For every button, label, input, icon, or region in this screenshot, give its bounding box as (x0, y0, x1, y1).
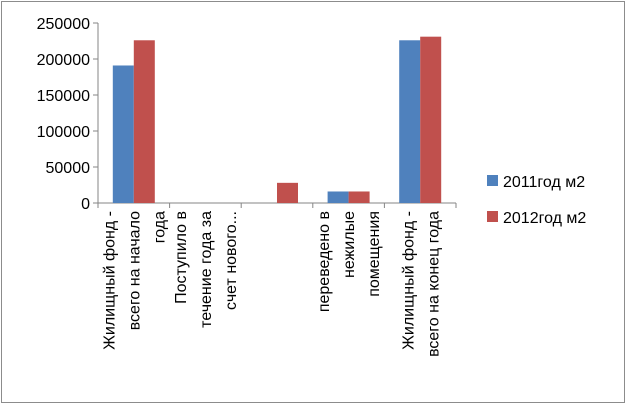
x-category-label: года (151, 211, 168, 243)
x-category-label: счет нового... (223, 211, 240, 310)
y-tick-label: 0 (81, 196, 90, 213)
x-category-label: нежилые (341, 211, 358, 278)
bar-series1 (327, 191, 349, 203)
x-category-label: течение года за (198, 211, 215, 328)
legend-label: 2011год м2 (503, 174, 585, 191)
x-category-label: переведено в (316, 211, 333, 312)
bar-series1 (399, 40, 421, 203)
y-tick-label: 50000 (46, 160, 91, 177)
x-category-label: Жилищный фонд - (400, 211, 417, 350)
y-tick-label: 250000 (37, 16, 90, 33)
legend-swatch (487, 175, 498, 186)
bar-series2 (420, 36, 442, 204)
bar-series1 (112, 65, 134, 203)
x-category-label: всего на начало (126, 211, 143, 330)
y-tick-label: 100000 (37, 124, 90, 141)
bar-series2 (133, 40, 155, 203)
legend-label: 2012год м2 (503, 210, 586, 227)
x-category-label: Жилищный фонд - (101, 211, 118, 350)
x-category-label: всего на конец года (425, 211, 442, 357)
y-tick-label: 150000 (37, 88, 90, 105)
bar-series2 (277, 182, 298, 203)
bar-series2 (348, 191, 370, 203)
legend-swatch (487, 211, 498, 222)
x-category-label: Поступило в (173, 211, 190, 304)
x-category-label: помещения (366, 211, 383, 297)
y-tick-label: 200000 (37, 52, 90, 69)
